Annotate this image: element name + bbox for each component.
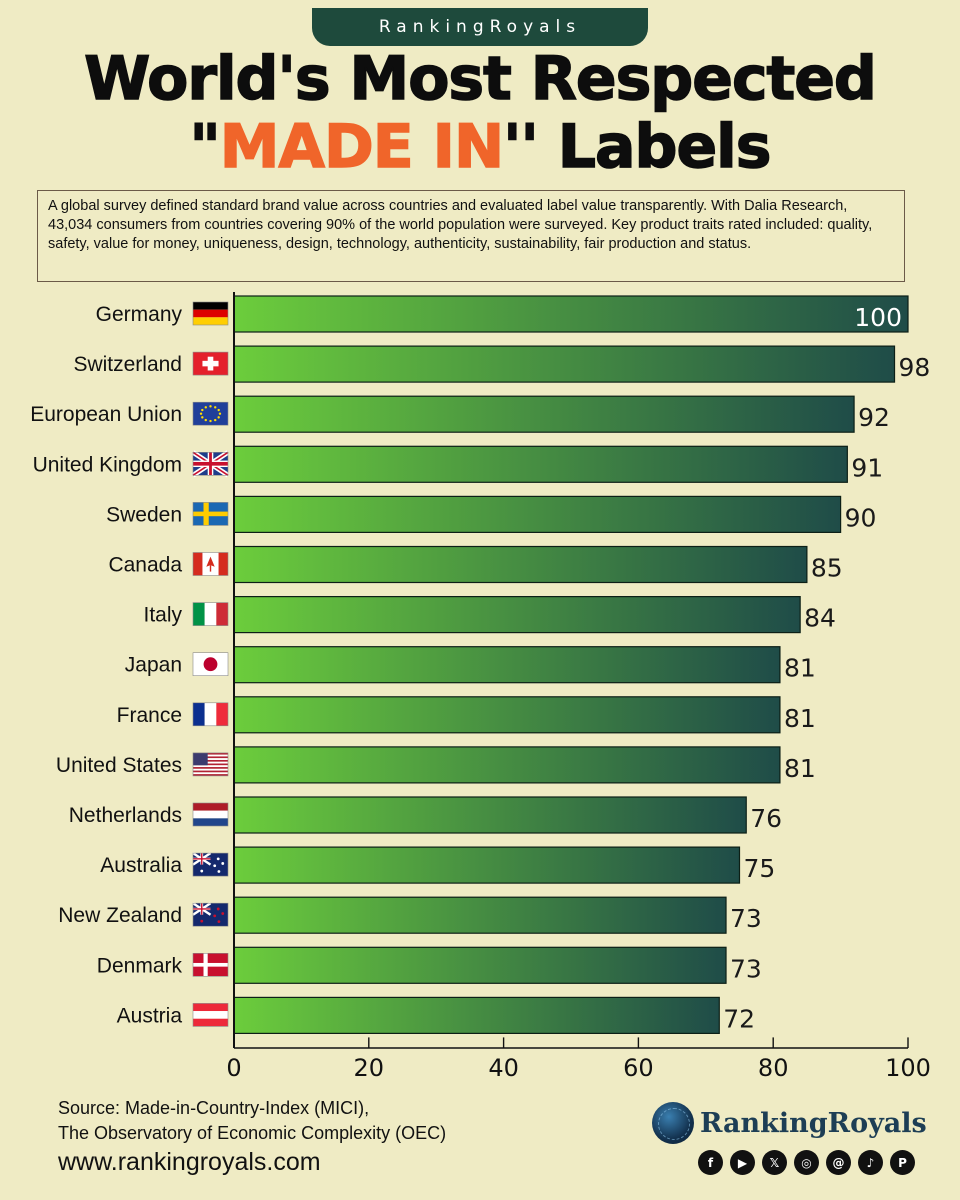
united-states-flag — [192, 752, 229, 777]
sweden-flag — [192, 502, 229, 526]
title-open-quote: " — [189, 111, 222, 183]
bar-5 — [233, 495, 842, 533]
france-flag — [192, 702, 229, 727]
category-label: United Kingdom — [33, 453, 182, 476]
bar-1 — [233, 295, 909, 333]
page-title-line-2: "MADE IN'' Labels — [0, 111, 960, 183]
instagram-icon[interactable]: ◎ — [794, 1150, 819, 1175]
brand-logo: RankingRoyals — [652, 1102, 927, 1144]
x-tick-label: 40 — [488, 1054, 519, 1082]
austria-flag — [192, 1003, 229, 1027]
logo-text: RankingRoyals — [700, 1107, 927, 1139]
tiktok-icon[interactable]: ♪ — [858, 1150, 883, 1175]
website-url[interactable]: www.rankingroyals.com — [58, 1148, 321, 1176]
value-label: 75 — [744, 854, 776, 883]
bar-7 — [233, 595, 801, 634]
page-title-line-1: World's Most Respected — [83, 43, 877, 115]
x-tick-label: 60 — [623, 1054, 654, 1082]
category-label: Canada — [108, 554, 182, 577]
value-label: 91 — [851, 453, 883, 482]
bar-15 — [233, 996, 720, 1035]
value-label: 81 — [784, 754, 816, 783]
value-label: 90 — [845, 503, 877, 532]
bar-9 — [233, 696, 781, 734]
value-label: 98 — [899, 353, 931, 382]
bar-4 — [233, 445, 848, 483]
category-label: Australia — [100, 854, 182, 877]
survey-description: A global survey defined standard brand v… — [37, 190, 905, 282]
facebook-icon[interactable]: f — [698, 1150, 723, 1175]
value-label: 81 — [784, 654, 816, 683]
value-label: 92 — [858, 403, 890, 432]
category-label: United States — [56, 754, 182, 777]
title-close: '' Labels — [502, 111, 772, 183]
value-label: 73 — [730, 904, 762, 933]
value-label: 85 — [811, 554, 843, 583]
value-label: 76 — [750, 804, 782, 833]
globe-icon — [652, 1102, 694, 1144]
value-label: 72 — [723, 1004, 755, 1033]
australia-flag — [192, 852, 229, 877]
youtube-icon[interactable]: ▶ — [730, 1150, 755, 1175]
bar-3 — [233, 395, 855, 433]
new-zealand-flag — [192, 902, 229, 927]
bar-11 — [233, 796, 747, 834]
category-label: France — [117, 704, 182, 727]
united-kingdom-flag — [191, 450, 230, 478]
bar-12 — [233, 846, 741, 884]
category-label: Sweden — [106, 503, 182, 526]
pinterest-icon[interactable]: P — [890, 1150, 915, 1175]
bar-14 — [233, 946, 727, 984]
value-label: 100 — [854, 303, 902, 332]
bar-2 — [233, 345, 896, 383]
brand-tab: RankingRoyals — [312, 8, 648, 46]
bar-8 — [233, 646, 781, 684]
category-label: European Union — [30, 403, 182, 426]
x-tick-label: 0 — [226, 1054, 241, 1082]
category-label: Denmark — [97, 954, 183, 977]
social-links: f ▶ 𝕏 ◎ @ ♪ P — [698, 1150, 915, 1175]
switzerland-flag — [192, 351, 229, 376]
threads-icon[interactable]: @ — [826, 1150, 851, 1175]
x-icon[interactable]: 𝕏 — [762, 1150, 787, 1175]
category-label: New Zealand — [58, 904, 182, 927]
x-tick-label: 100 — [885, 1054, 931, 1082]
x-tick-label: 20 — [354, 1054, 385, 1082]
value-label: 84 — [804, 604, 836, 633]
category-label: Switzerland — [73, 353, 182, 376]
denmark-flag — [192, 952, 229, 977]
value-label: 73 — [730, 954, 762, 983]
source-note: Source: Made-in-Country-Index (MICI), Th… — [58, 1096, 446, 1146]
germany-flag — [192, 301, 229, 326]
x-tick-label: 80 — [758, 1054, 789, 1082]
bar-10 — [233, 746, 781, 784]
bar-13 — [233, 896, 727, 934]
bar-chart: Germany 100 Switzerland 98 European Union 92 U… — [30, 292, 931, 1082]
european-union-flag — [192, 401, 229, 426]
source-line-1: Source: Made-in-Country-Index (MICI), — [58, 1098, 370, 1118]
category-label: Italy — [143, 604, 182, 627]
title-highlight: MADE IN — [219, 111, 505, 183]
netherlands-flag — [192, 802, 229, 827]
category-label: Germany — [96, 303, 183, 326]
category-label: Netherlands — [69, 804, 182, 827]
category-label: Austria — [117, 1004, 183, 1027]
canada-flag — [192, 552, 229, 576]
category-label: Japan — [125, 654, 182, 677]
bar-6 — [233, 545, 808, 584]
italy-flag — [192, 602, 229, 626]
japan-flag — [192, 652, 229, 677]
value-label: 81 — [784, 704, 816, 733]
source-line-2: The Observatory of Economic Complexity (… — [58, 1123, 447, 1143]
